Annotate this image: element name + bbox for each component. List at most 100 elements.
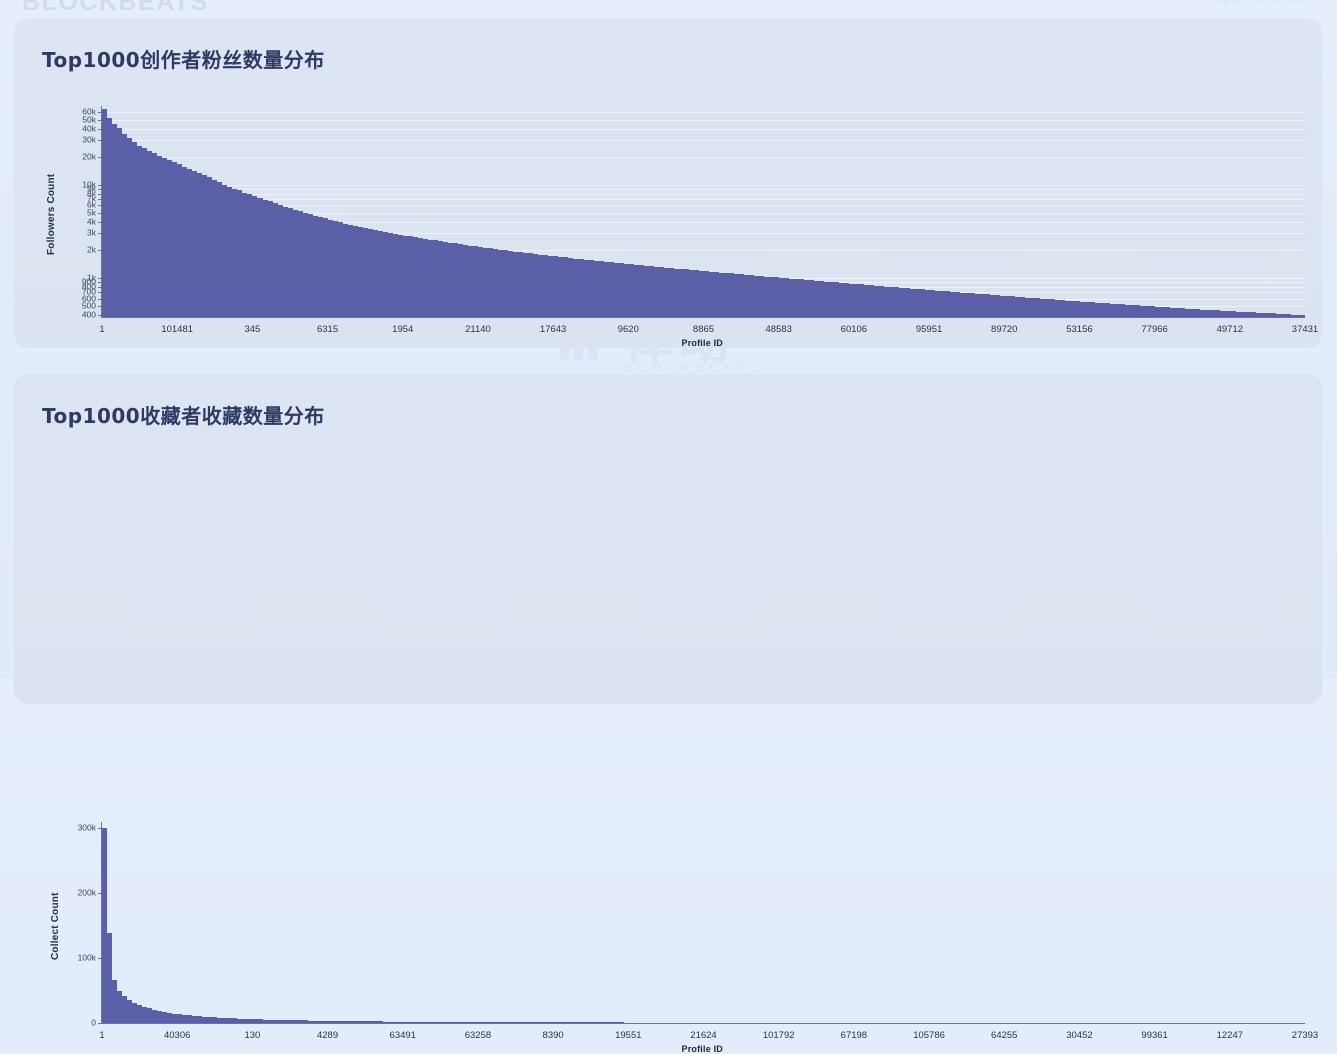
x-axis-tick-label: 60106 — [840, 324, 868, 335]
bar — [287, 208, 293, 317]
bar — [929, 290, 935, 317]
bar — [1105, 303, 1111, 317]
bar — [1085, 301, 1091, 317]
bar — [397, 234, 403, 317]
bar — [1170, 307, 1176, 317]
chart-card-followers: Top1000创作者粉丝数量分布 60k 50k 40k 30k 20k 10k 9k 8k 7… — [14, 18, 1322, 348]
bar — [262, 199, 268, 317]
y-axis-tick-mark — [98, 828, 102, 830]
bar — [874, 285, 880, 317]
y-axis-tick-mark — [98, 193, 102, 195]
bar — [307, 214, 313, 317]
bar — [1200, 309, 1206, 317]
bar — [362, 227, 368, 317]
bar — [1190, 308, 1196, 317]
bar — [934, 290, 940, 317]
y-axis-tick-label: 0 — [91, 1017, 96, 1028]
bar — [272, 203, 278, 317]
bar — [723, 273, 729, 317]
bar — [693, 270, 699, 317]
bar — [377, 230, 383, 317]
bar — [342, 223, 348, 317]
bar — [1205, 309, 1211, 317]
bar — [969, 293, 975, 317]
bar — [1270, 313, 1276, 317]
bar — [1014, 296, 1020, 317]
x-axis-line — [101, 317, 1305, 318]
bar — [558, 256, 564, 317]
bar — [834, 282, 840, 317]
bar — [107, 117, 113, 317]
bar — [347, 224, 353, 317]
bar — [814, 280, 820, 317]
y-axis-line — [101, 106, 102, 317]
gridline — [102, 128, 1305, 130]
y-axis-tick-label: 40k — [82, 123, 96, 134]
bar — [789, 278, 795, 317]
bar — [1140, 305, 1146, 317]
bar — [959, 292, 965, 317]
bar — [493, 249, 499, 317]
bar — [1029, 297, 1035, 317]
plot-area-collects: 0 100k 200k 300k 1 40306 130 4289 63491 63258 8390… — [50, 822, 1318, 1054]
bar — [613, 262, 619, 317]
bar — [372, 230, 378, 317]
bar — [533, 254, 539, 317]
bar — [984, 294, 990, 317]
x-axis-tick-label: 19551 — [615, 1030, 642, 1041]
bar — [688, 269, 694, 317]
bar — [1145, 306, 1151, 317]
bar — [292, 209, 298, 317]
bar — [1059, 300, 1065, 317]
bar — [713, 272, 719, 317]
bar — [638, 265, 644, 317]
bar — [1290, 314, 1296, 317]
bar — [804, 279, 810, 317]
bar — [869, 285, 875, 317]
bar — [703, 271, 709, 317]
bar — [904, 288, 910, 317]
bar — [829, 281, 835, 317]
bar — [242, 192, 248, 317]
bar — [718, 272, 724, 317]
bar — [1295, 314, 1301, 317]
bar — [588, 260, 594, 317]
bar — [879, 286, 885, 317]
bar — [658, 267, 664, 317]
bar — [227, 186, 233, 317]
bar — [1265, 313, 1271, 317]
y-axis-tick-mark — [98, 314, 102, 316]
bar — [513, 251, 519, 317]
x-axis-tick-label: 130 — [244, 1030, 261, 1041]
x-axis-tick-label: 345 — [244, 324, 261, 335]
bar — [593, 260, 599, 317]
bar — [1130, 305, 1136, 317]
y-axis-tick-mark — [98, 305, 102, 307]
gridline — [102, 212, 1305, 214]
bar — [854, 284, 860, 317]
bar — [1220, 310, 1226, 317]
bar — [648, 266, 654, 317]
bar — [623, 263, 629, 317]
bar — [192, 170, 198, 317]
x-axis-tick-label: 1954 — [392, 324, 414, 335]
y-axis-tick-label: 3k — [87, 227, 96, 238]
bar — [628, 264, 634, 317]
bar — [1280, 314, 1286, 317]
bar — [282, 206, 288, 317]
x-axis-tick-label: 101481 — [161, 324, 194, 335]
y-axis-tick-mark — [98, 277, 102, 279]
bar — [1250, 312, 1256, 317]
y-axis-line — [101, 822, 102, 1023]
gridline — [102, 119, 1305, 121]
chart-card-collects: Top1000收藏者收藏数量分布 0 100k 200k 300k 1 40306 130 4… — [14, 374, 1322, 1054]
x-axis-tick-label: 6315 — [316, 324, 339, 335]
bar — [1054, 299, 1060, 317]
bar — [1004, 296, 1010, 317]
bar — [1165, 307, 1171, 317]
y-axis-tick-label: 900 — [81, 276, 96, 287]
bar — [217, 182, 223, 317]
bar — [673, 268, 679, 317]
bar — [202, 174, 208, 317]
bar — [402, 235, 408, 317]
